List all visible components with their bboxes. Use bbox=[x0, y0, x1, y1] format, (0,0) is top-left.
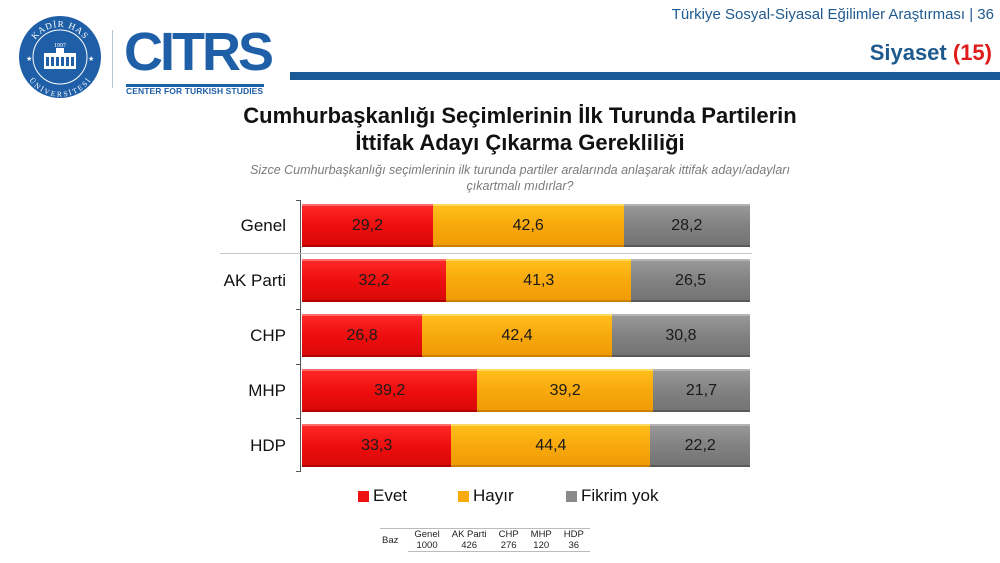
bar-segment-evet: 39,2 bbox=[302, 369, 478, 412]
baz-col-header: Genel bbox=[408, 528, 446, 540]
category-label: Genel bbox=[240, 216, 286, 235]
citrs-subtitle: CENTER FOR TURKISH STUDIES bbox=[126, 86, 264, 96]
section-title: Siyaset (15) bbox=[870, 40, 992, 66]
bar-segment-fikrim: 30,8 bbox=[612, 314, 750, 357]
section-number: (15) bbox=[952, 40, 992, 65]
chart-subtitle: Sizce Cumhurbaşkanlığı seçimlerinin ilk … bbox=[190, 162, 850, 194]
category-label: HDP bbox=[250, 436, 286, 455]
logo-year: 1997 bbox=[54, 43, 66, 49]
section-name: Siyaset bbox=[869, 40, 947, 65]
bar-segment-hayir: 44,4 bbox=[451, 424, 651, 467]
bar-segment-fikrim: 28,2 bbox=[623, 204, 750, 247]
bar-segment-evet: 33,3 bbox=[302, 424, 452, 467]
axis-tick bbox=[296, 309, 301, 310]
citrs-underline bbox=[126, 84, 264, 87]
sample-size-table: Baz Genel AK Parti CHP MHP HDP 1000 426 … bbox=[380, 528, 590, 552]
chart-subtitle-line1: Sizce Cumhurbaşkanlığı seçimlerinin ilk … bbox=[250, 163, 790, 177]
y-axis bbox=[300, 200, 301, 471]
category-label: CHP bbox=[250, 326, 286, 345]
bar-row: 32,2 41,3 26,5 bbox=[302, 259, 750, 302]
baz-value: 426 bbox=[445, 540, 493, 552]
logo-divider bbox=[112, 30, 113, 88]
baz-label: Baz bbox=[380, 528, 409, 552]
legend-label: Fikrim yok bbox=[581, 486, 659, 505]
bar-segment-hayir: 39,2 bbox=[477, 369, 653, 412]
legend-swatch-evet bbox=[358, 490, 369, 502]
bar-row: 39,2 39,2 21,7 bbox=[302, 369, 750, 412]
bar-segment-fikrim: 22,2 bbox=[650, 424, 750, 467]
baz-col-header: HDP bbox=[557, 528, 590, 540]
bar-segment-fikrim: 26,5 bbox=[631, 259, 750, 302]
baz-value: 276 bbox=[492, 540, 525, 552]
legend-label: Hayır bbox=[473, 486, 514, 505]
axis-tick bbox=[296, 418, 301, 419]
baz-value: 120 bbox=[524, 540, 558, 552]
legend-swatch-hayir bbox=[458, 490, 469, 502]
bar-segment-hayir: 42,6 bbox=[432, 204, 624, 247]
chart-title: Cumhurbaşkanlığı Seçimlerinin İlk Turund… bbox=[190, 102, 850, 156]
bar-segment-evet: 26,8 bbox=[302, 314, 423, 357]
chart-title-line1: Cumhurbaşkanlığı Seçimlerinin İlk Turund… bbox=[243, 103, 797, 128]
bar-row: 33,3 44,4 22,2 bbox=[302, 424, 750, 467]
bar-row: 29,2 42,6 28,2 bbox=[302, 204, 750, 247]
category-label: MHP bbox=[248, 381, 286, 400]
legend-swatch-fikrim-yok bbox=[566, 490, 577, 502]
kadir-has-university-logo: 1997 ★ ★ KADİR HAS ÜNİVERSİTESİ bbox=[19, 16, 101, 99]
bar-segment-hayir: 41,3 bbox=[446, 259, 632, 302]
chart-legend: Evet Hayır Fikrim yok bbox=[340, 486, 680, 508]
svg-text:★: ★ bbox=[26, 55, 32, 63]
svg-text:★: ★ bbox=[88, 55, 94, 63]
category-label: AK Parti bbox=[223, 271, 286, 290]
axis-tick bbox=[296, 471, 301, 472]
legend-item-fikrim-yok: Fikrim yok bbox=[566, 486, 658, 506]
chart-subtitle-line2: çıkartmalı mıdırlar? bbox=[466, 179, 574, 193]
baz-col-header: MHP bbox=[524, 528, 558, 540]
legend-item-hayir: Hayır bbox=[458, 486, 514, 506]
baz-col-header: AK Parti bbox=[445, 528, 493, 540]
citrs-wordmark: CITRS bbox=[124, 22, 274, 82]
bar-segment-hayir: 42,4 bbox=[422, 314, 612, 357]
chart-title-line2: İttifak Adayı Çıkarma Gerekliliği bbox=[355, 130, 685, 155]
axis-tick bbox=[296, 364, 301, 365]
legend-item-evet: Evet bbox=[358, 486, 407, 506]
report-title: Türkiye Sosyal-Siyasal Eğilimler Araştır… bbox=[671, 6, 994, 23]
axis-tick bbox=[296, 200, 301, 201]
bar-segment-evet: 29,2 bbox=[302, 204, 433, 247]
bar-segment-fikrim: 21,7 bbox=[652, 369, 750, 412]
header-rule bbox=[290, 72, 1000, 80]
baz-value: 1000 bbox=[408, 540, 446, 552]
baz-value: 36 bbox=[557, 540, 590, 552]
baz-col-header: CHP bbox=[492, 528, 525, 540]
bar-row: 26,8 42,4 30,8 bbox=[302, 314, 750, 357]
legend-label: Evet bbox=[373, 486, 408, 505]
genel-separator bbox=[220, 253, 752, 254]
citrs-logo: CITRS CENTER FOR TURKISH STUDIES bbox=[124, 24, 274, 96]
bar-segment-evet: 32,2 bbox=[302, 259, 447, 302]
